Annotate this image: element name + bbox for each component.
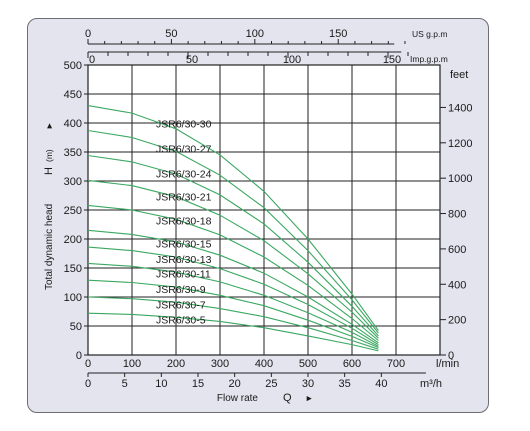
x-tick-label-lmin: 500 [299, 358, 317, 370]
axes [84, 39, 446, 377]
curve-label: JSR6/30-13 [156, 254, 212, 266]
x-tick-label-m3h: 10 [155, 378, 167, 390]
series-curve-jsr6-30-11 [87, 262, 379, 347]
curves [87, 105, 379, 352]
x-tick-label-m3h: 40 [375, 378, 387, 390]
x-tick-label-m3h: 5 [122, 378, 128, 390]
x-tick-label-lmin: 300 [211, 358, 229, 370]
y-tick-label-meters: 450 [64, 89, 82, 101]
x-tick-label-lmin: 400 [255, 358, 273, 370]
y-axis-unit: (m) [44, 149, 54, 162]
x-tick-label-lmin: 200 [167, 358, 185, 370]
y-tick-label-feet: 800 [448, 209, 466, 221]
x-tick-label-lmin: 600 [343, 358, 361, 370]
x-tick-label-usgpm: 50 [165, 28, 177, 40]
labels: JSR6/30-30 JSR6/30-27 JSR6/30-24 JSR6/30-21… [43, 28, 472, 404]
curve-label: JSR6/30-27 [156, 143, 212, 155]
curve-label: JSR6/30-15 [156, 238, 212, 250]
y-axis-title: Total dynamic head [44, 204, 55, 290]
x-tick-label-impgpm: 150 [383, 54, 401, 66]
curve-label: JSR6/30-9 [156, 284, 206, 296]
y-tick-label-meters: 100 [64, 292, 82, 304]
series-curve-jsr6-30-13 [87, 246, 379, 346]
series-curve-jsr6-30-9 [87, 279, 379, 349]
curve-label: JSR6/30-21 [156, 191, 212, 203]
x-tick-label-lmin: 700 [387, 358, 405, 370]
curve-label: JSR6/30-7 [156, 300, 206, 312]
y-tick-label-feet: 200 [448, 315, 466, 327]
lmin-unit-label: l/min [436, 358, 459, 370]
y-tick-label-meters: 200 [64, 234, 82, 246]
x-tick-label-impgpm: 0 [89, 54, 95, 66]
series-curve-jsr6-30-5 [87, 312, 379, 352]
y-tick-label-meters: 50 [70, 321, 82, 333]
x-tick-label-usgpm: 150 [329, 28, 347, 40]
x-axis-title: Flow rate [217, 393, 259, 404]
y-tick-label-meters: 500 [64, 60, 82, 72]
impgpm-unit-label: Imp.g.p.m [410, 54, 448, 64]
y-tick-label-feet: 1200 [448, 138, 472, 150]
x-tick-label-impgpm: 50 [186, 54, 198, 66]
series-curve-jsr6-30-15 [87, 229, 379, 344]
y-tick-label-feet: 400 [448, 279, 466, 291]
y-tick-label-meters: 400 [64, 118, 82, 130]
feet-unit-label: feet [450, 69, 468, 81]
y-axis-symbol: H [43, 167, 55, 175]
series-curve-jsr6-30-24 [87, 154, 379, 337]
series-curve-jsr6-30-27 [87, 129, 379, 334]
curve-label: JSR6/30-24 [156, 168, 212, 180]
x-tick-label-usgpm: 0 [85, 28, 91, 40]
y-tick-label-meters: 250 [64, 205, 82, 217]
series-curve-jsr6-30-7 [87, 296, 379, 350]
x-tick-label-lmin: 100 [123, 358, 141, 370]
x-axis-arrow: ► [305, 393, 313, 403]
curve-label: JSR6/30-11 [156, 269, 211, 281]
m3h-unit-label: m³/h [420, 378, 442, 390]
y-tick-label-meters: 350 [64, 147, 82, 159]
series-curve-jsr6-30-18 [87, 204, 379, 341]
x-tick-label-lmin: 0 [85, 358, 91, 370]
x-tick-label-m3h: 25 [265, 378, 277, 390]
x-tick-label-impgpm: 100 [283, 54, 301, 66]
y-tick-label-meters: 150 [64, 263, 82, 275]
y-axis-arrow: ► [44, 122, 54, 130]
y-tick-label-meters: 300 [64, 176, 82, 188]
curve-label: JSR6/30-18 [156, 215, 212, 227]
grid [88, 65, 440, 355]
curve-label: JSR6/30-30 [156, 119, 212, 131]
x-tick-label-usgpm: 100 [246, 28, 264, 40]
series-curve-jsr6-30-30 [87, 105, 379, 331]
usgpm-unit-label: US g.p.m [412, 29, 447, 39]
x-axis-symbol: Q [283, 392, 292, 404]
y-tick-label-feet: 1400 [448, 102, 472, 114]
x-tick-label-m3h: 30 [302, 378, 314, 390]
x-tick-label-m3h: 20 [229, 378, 241, 390]
x-tick-label-m3h: 0 [85, 378, 91, 390]
y-tick-label-feet: 1000 [448, 173, 472, 185]
x-tick-label-m3h: 35 [339, 378, 351, 390]
y-tick-label-feet: 0 [448, 350, 454, 362]
curve-label: JSR6/30-5 [156, 315, 206, 327]
y-tick-label-meters: 0 [76, 350, 82, 362]
y-tick-label-feet: 600 [448, 244, 466, 256]
x-tick-label-m3h: 15 [192, 378, 204, 390]
series-curve-jsr6-30-21 [87, 179, 379, 339]
